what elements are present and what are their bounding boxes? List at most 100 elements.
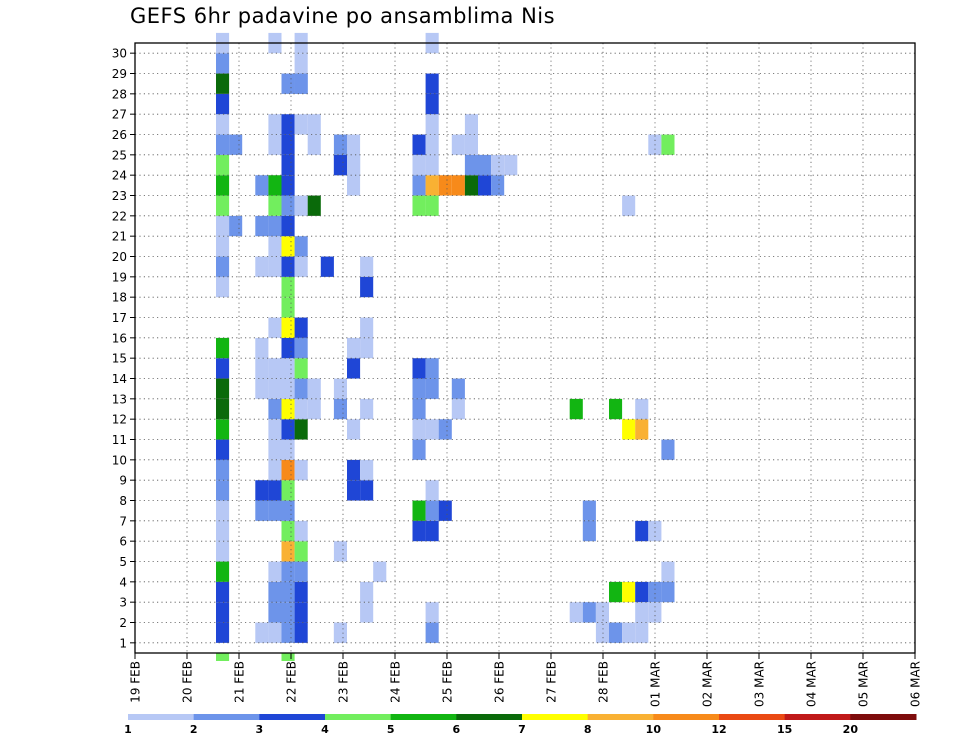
colorbar-swatch	[259, 714, 326, 720]
colorbar-swatch	[587, 714, 654, 720]
heat-cell	[595, 622, 609, 643]
heat-cell	[268, 581, 282, 603]
heat-cell	[648, 520, 662, 542]
y-tick-label: 2	[119, 616, 127, 630]
heat-cell	[255, 378, 269, 399]
heat-cell	[294, 378, 308, 399]
heat-cell	[294, 541, 308, 562]
heat-cell	[661, 561, 675, 582]
y-tick-label: 5	[119, 555, 127, 569]
y-tick-label: 26	[112, 128, 127, 142]
heat-cell	[281, 317, 295, 338]
heat-cell	[216, 358, 230, 379]
colorbar: 1 2 3 4 5 6 7 8 10 12 15 20	[124, 714, 917, 736]
y-tick-label: 11	[112, 433, 127, 447]
heat-cell	[648, 602, 662, 623]
heat-cell	[268, 439, 282, 460]
heat-cell	[491, 154, 505, 176]
heat-cell	[622, 622, 636, 643]
chart-title: GEFS 6hr padavine po ansamblima Nis	[130, 4, 556, 28]
heat-cell	[294, 419, 308, 440]
heat-cell	[216, 378, 230, 399]
heat-cell	[360, 459, 374, 481]
heat-cell	[268, 500, 282, 521]
heat-cell	[268, 398, 282, 420]
plot-frame	[134, 42, 916, 654]
heat-cell	[307, 195, 321, 216]
heat-cell	[281, 581, 295, 603]
heat-cell	[425, 622, 439, 643]
heat-cell	[216, 93, 230, 115]
x-tick-label: 22 FEB	[285, 661, 299, 703]
heat-cell	[582, 520, 596, 542]
heat-cell	[281, 622, 295, 643]
heat-cell	[294, 114, 308, 135]
heat-cell	[360, 317, 374, 338]
colorbar-swatch	[850, 714, 917, 720]
colorbar-label: 3	[256, 723, 264, 736]
heat-cell	[333, 622, 347, 643]
heat-cell	[268, 358, 282, 379]
heat-cell	[281, 653, 295, 661]
heat-cell	[255, 215, 269, 237]
heat-cell	[425, 500, 439, 521]
heat-cell	[425, 114, 439, 135]
heat-cell	[347, 337, 361, 359]
heat-cell	[360, 276, 374, 298]
colorbar-label: 10	[646, 723, 662, 736]
colorbar-label: 5	[387, 723, 395, 736]
heat-cell	[268, 114, 282, 135]
x-tick-label: 05 MAR	[857, 661, 871, 707]
heat-cell	[307, 398, 321, 420]
heat-cell	[281, 378, 295, 399]
heat-cell	[412, 500, 426, 521]
heat-cell	[268, 419, 282, 440]
cells-layer	[216, 32, 675, 661]
heat-cell	[281, 419, 295, 440]
heat-cell	[281, 358, 295, 379]
heat-cell	[635, 581, 649, 603]
y-tick-label: 15	[112, 352, 127, 366]
heat-cell	[609, 581, 623, 603]
x-axis: 19 FEB 20 FEB 21 FEB 22 FEB 23 FEB 24 FEB 25 F…	[129, 653, 923, 707]
heat-cell	[281, 154, 295, 176]
heat-cell	[216, 480, 230, 501]
heat-cell	[281, 215, 295, 237]
heat-cell	[373, 561, 387, 582]
y-tick-label: 19	[112, 270, 127, 284]
heat-cell	[425, 520, 439, 542]
y-tick-label: 9	[119, 474, 127, 488]
heat-cell	[425, 195, 439, 216]
heat-cell	[216, 500, 230, 521]
heat-cell	[281, 175, 295, 196]
colorbar-swatch	[784, 714, 851, 720]
heat-cell	[268, 236, 282, 257]
y-tick-label: 29	[112, 67, 127, 81]
heat-cell	[268, 175, 282, 196]
heat-cell	[347, 419, 361, 440]
colorbar-label: 15	[777, 723, 792, 736]
heat-cell	[281, 500, 295, 521]
heat-cell	[216, 622, 230, 643]
x-tick-label: 01 MAR	[649, 661, 663, 707]
y-tick-label: 28	[112, 87, 127, 101]
heat-cell	[216, 398, 230, 420]
x-tick-label: 25 FEB	[441, 661, 455, 703]
heat-cell	[438, 419, 452, 440]
colorbar-swatch	[325, 714, 392, 720]
heat-cell	[412, 398, 426, 420]
heat-cell	[268, 134, 282, 155]
heat-cell	[425, 175, 439, 196]
heat-cell	[635, 398, 649, 420]
heat-cell	[320, 256, 334, 277]
heat-cell	[294, 195, 308, 216]
y-tick-label: 16	[112, 331, 127, 345]
heat-cell	[412, 134, 426, 155]
x-tick-label: 19 FEB	[129, 661, 143, 703]
heat-cell	[622, 419, 636, 440]
y-tick-label: 22	[112, 209, 127, 223]
heat-cell	[425, 154, 439, 176]
colorbar-swatch	[456, 714, 523, 720]
y-tick-label: 4	[119, 575, 127, 589]
